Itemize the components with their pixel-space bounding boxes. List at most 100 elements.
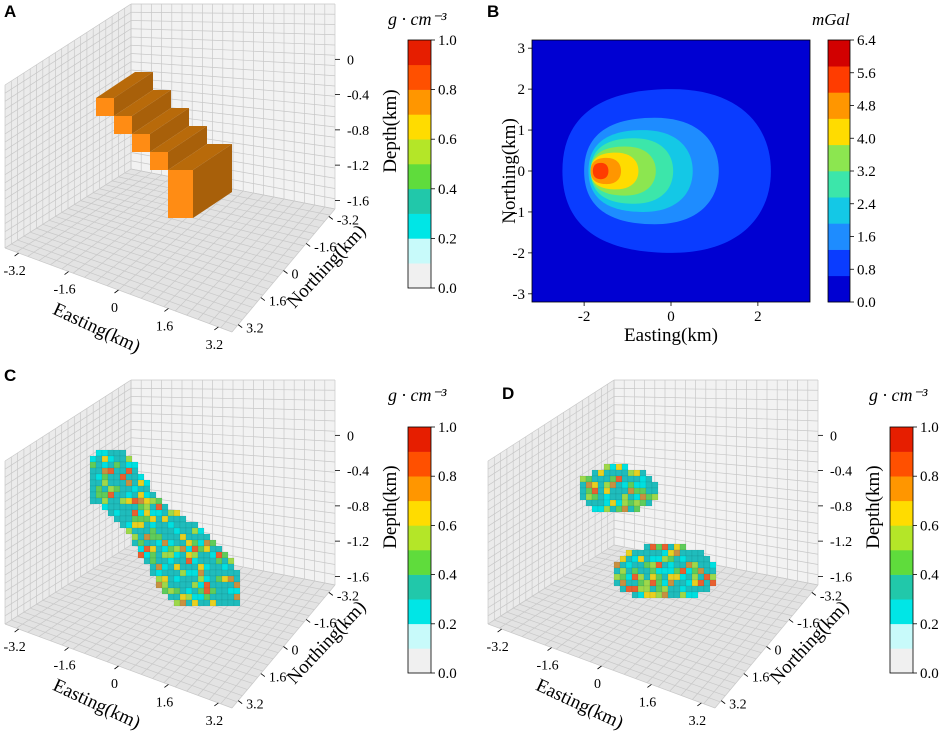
panel-c-voxel xyxy=(173,563,181,571)
contour-ylabel: Northing(km) xyxy=(499,118,520,224)
panel-c-voxel xyxy=(101,461,109,469)
panel-c-voxel xyxy=(233,569,241,577)
panel-c-easting-label: Easting(km) xyxy=(50,675,144,734)
panel-d-voxel xyxy=(615,463,623,471)
panel-c-voxel xyxy=(137,473,145,481)
panel-a-depth-tick: -0.8 xyxy=(347,124,369,139)
panel-c-voxel xyxy=(161,539,169,547)
panel-d-voxel xyxy=(625,567,633,575)
panel-c-voxel xyxy=(167,587,175,595)
panel-d-voxel xyxy=(655,549,663,557)
panel-d-voxel xyxy=(585,475,593,483)
panel-c-voxel xyxy=(173,581,181,589)
panel-c-voxel xyxy=(155,527,163,535)
panel-c-voxel xyxy=(167,581,175,589)
panel-c-voxel xyxy=(173,527,181,535)
panel-d-voxel xyxy=(633,475,641,483)
panel-a-colorbar: 1.0 0.8 0.6 0.4 0.2 0.0 xyxy=(407,33,457,297)
panel-d-voxel xyxy=(655,573,663,581)
panel-d-voxel xyxy=(673,561,681,569)
panel-d-depth-tick: -0.8 xyxy=(830,500,852,515)
panel-c-voxel xyxy=(131,527,139,535)
contour-xtick: 2 xyxy=(754,309,762,325)
panel-c-voxel xyxy=(191,587,199,595)
panel-c-voxel xyxy=(209,545,217,553)
panel-c-voxel xyxy=(197,563,205,571)
panel-c-voxel xyxy=(149,503,157,511)
panel-d-voxel xyxy=(637,573,645,581)
panel-c-voxel xyxy=(131,473,139,481)
panel-c-voxel xyxy=(227,593,235,601)
panel-a-colorbar-swatch xyxy=(408,213,431,239)
panel-d-voxel xyxy=(621,463,629,471)
panel-d-voxel xyxy=(679,549,687,557)
panel-c-voxel xyxy=(131,497,139,505)
panel-d-voxel xyxy=(643,567,651,575)
panel-c-voxel xyxy=(179,569,187,577)
panel-d-voxel xyxy=(613,573,621,581)
panel-d-voxel xyxy=(639,475,647,483)
panel-c-voxel xyxy=(173,515,181,523)
panel-c-voxel xyxy=(143,551,151,559)
panel-d-voxel xyxy=(649,573,657,581)
panel-c-voxel xyxy=(149,509,157,517)
panel-c-voxel xyxy=(149,521,157,529)
panel-c-voxel xyxy=(185,545,193,553)
panel-c-colorbar-swatch xyxy=(408,500,431,526)
panel-c-voxel xyxy=(179,587,187,595)
panel-d-voxel xyxy=(603,505,611,513)
panel-d-voxel xyxy=(597,481,605,489)
panel-b-colorbar-swatch xyxy=(828,197,850,224)
panel-c-voxel xyxy=(167,509,175,517)
panel-c-voxel xyxy=(185,593,193,601)
panel-c-voxel xyxy=(101,497,109,505)
panel-c-colorbar-tick: 0.0 xyxy=(438,666,457,682)
panel-c-voxel xyxy=(113,479,121,487)
panel-c-voxel xyxy=(203,563,211,571)
panel-c-voxel xyxy=(191,551,199,559)
panel-d-voxel xyxy=(673,555,681,563)
panel-d-voxel xyxy=(585,493,593,501)
panel-d-voxel xyxy=(603,481,611,489)
panel-c-voxel xyxy=(155,497,163,505)
panel-d-voxel xyxy=(631,567,639,575)
panel-a-step-body xyxy=(96,72,232,218)
panel-d-voxel xyxy=(691,567,699,575)
panel-d-colorbar-swatch xyxy=(890,500,913,526)
panel-c-colorbar-tick: 0.8 xyxy=(438,469,457,485)
panel-label-b: B xyxy=(487,2,500,21)
panel-c-voxel xyxy=(215,551,223,559)
panel-d-voxel xyxy=(603,463,611,471)
panel-c-voxel xyxy=(137,533,145,541)
panel-d-voxel xyxy=(649,585,657,593)
panel-d-voxel xyxy=(615,469,623,477)
panel-c-voxel xyxy=(203,533,211,541)
panel-c-voxel xyxy=(197,593,205,601)
panel-d-voxel xyxy=(621,493,629,501)
panel-c-voxel xyxy=(155,575,163,583)
panel-d-voxel xyxy=(643,543,651,551)
panel-c-voxel xyxy=(125,491,133,499)
panel-c-voxel xyxy=(113,473,121,481)
panel-c-voxel xyxy=(155,569,163,577)
panel-d-voxel xyxy=(673,573,681,581)
panel-d-voxel xyxy=(651,481,659,489)
panel-d-easting-tick: 3.2 xyxy=(689,714,707,729)
panel-c-voxel xyxy=(191,599,199,607)
panel-d-voxel xyxy=(591,469,599,477)
panel-c-voxel xyxy=(149,533,157,541)
panel-d-voxel xyxy=(591,499,599,507)
panel-d-voxel xyxy=(649,579,657,587)
panel-c-voxel xyxy=(167,593,175,601)
panel-d-voxel xyxy=(591,481,599,489)
panel-c-voxel xyxy=(167,575,175,583)
panel-d-voxel xyxy=(667,591,675,599)
panel-d-voxel xyxy=(579,481,587,489)
panel-d-voxel xyxy=(609,493,617,501)
panel-d-voxel xyxy=(661,549,669,557)
panel-c-voxel xyxy=(227,581,235,589)
panel-d-voxel xyxy=(661,561,669,569)
panel-b-contour-plot: -2 0 2 -3 -2 -1 0 1 2 3 Easting(km) Northing(km) xyxy=(499,39,811,346)
panel-d-voxel xyxy=(645,499,653,507)
panel-c-voxel xyxy=(149,563,157,571)
